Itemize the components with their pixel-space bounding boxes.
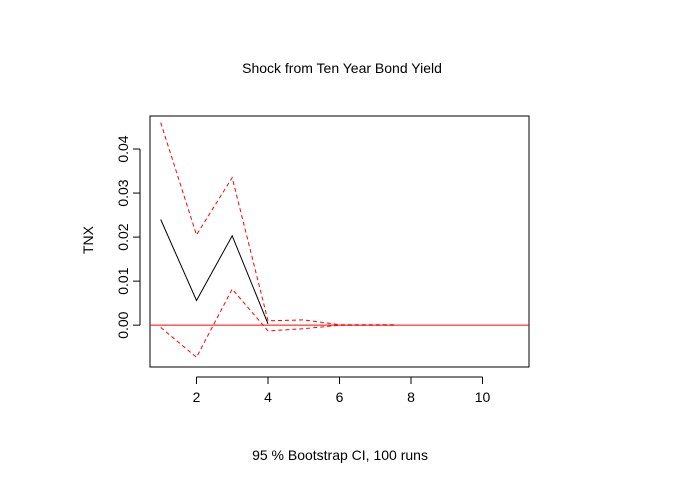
x-axis-label: 95 % Bootstrap CI, 100 runs	[252, 447, 428, 463]
x-tick-label: 2	[193, 389, 201, 405]
x-tick-label: 4	[264, 389, 272, 405]
y-axis: 0.00 0.01 0.02 0.03 0.04	[115, 135, 141, 339]
x-tick-label: 6	[336, 389, 344, 405]
plot-frame	[149, 115, 530, 368]
chart-title: Shock from Ten Year Bond Yield	[242, 60, 442, 76]
series-line-response	[160, 219, 269, 324]
y-axis-label: TNX	[80, 225, 96, 254]
y-tick-label: 0.00	[115, 311, 131, 338]
y-tick-label: 0.04	[115, 135, 131, 162]
x-tick-label: 8	[407, 389, 415, 405]
series-line-upper	[160, 122, 397, 326]
y-tick-label: 0.02	[115, 223, 131, 250]
x-tick-label: 10	[475, 389, 491, 405]
y-tick-label: 0.03	[115, 179, 131, 206]
plot-lines	[150, 122, 529, 359]
y-tick-label: 0.01	[115, 267, 131, 294]
x-axis: 2 4 6 8 10	[193, 376, 491, 405]
series-line-lower	[160, 288, 397, 359]
